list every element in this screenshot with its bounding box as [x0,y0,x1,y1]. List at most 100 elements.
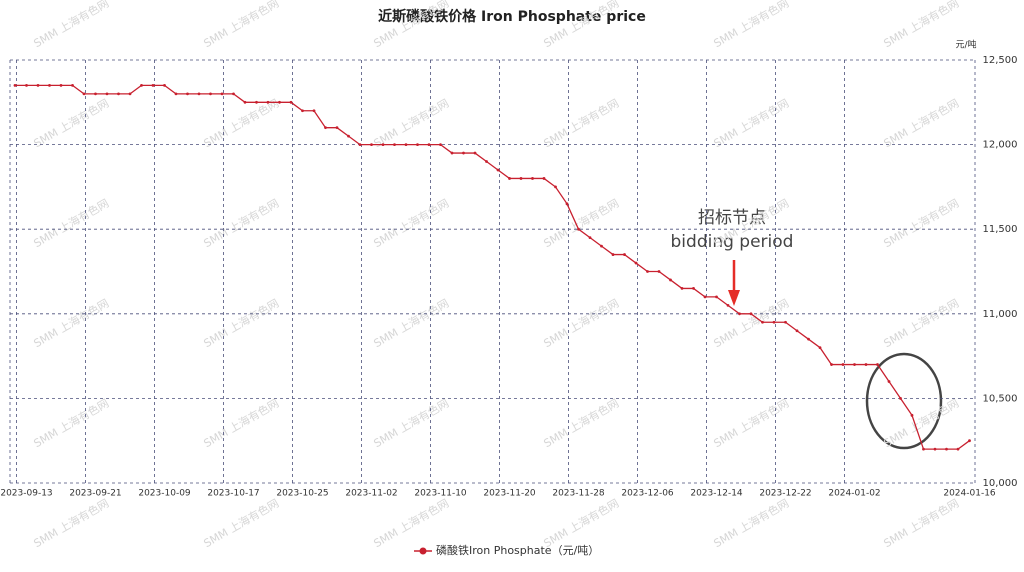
point [887,380,891,383]
point [450,151,454,155]
annotation: 招标节点 [698,208,766,228]
x-tick-label: 2023-11-28 [552,489,605,499]
point [232,92,235,96]
watermark: SMM 上海有色网 [371,496,451,550]
y-tick-label: 12,000 [983,140,1018,151]
y-tick-label: 10,000 [983,478,1018,489]
y-tick-label: 10,500 [983,393,1018,404]
point [439,143,442,147]
x-tick-label: 2023-09-21 [69,489,121,499]
point [220,92,224,96]
watermark: SMM 上海有色网 [201,96,281,150]
highlight-circle [865,352,943,450]
watermark: SMM 上海有色网 [31,96,111,150]
x-tick-label: 2024-01-02 [828,489,880,499]
point [565,202,569,206]
point [358,143,362,147]
point [864,363,868,366]
point [956,447,960,451]
watermark: SMM 上海有色网 [31,396,111,450]
watermark: SMM 上海有色网 [881,496,961,550]
x-tick-label: 2023-11-02 [345,489,397,499]
point [416,143,419,147]
point [197,92,201,96]
point [542,177,546,180]
x-tick-label: 2023-09-13 [0,489,52,499]
y-tick-label: 12,500 [983,55,1018,66]
point [163,83,166,87]
x-tick-label: 2023-11-10 [414,489,467,499]
point [634,261,638,265]
point [473,151,477,155]
point [519,177,523,180]
point [795,329,799,333]
watermark: SMM 上海有色网 [541,0,621,50]
legend-label: 磷酸铁Iron Phosphate（元/吨） [436,543,599,557]
point [140,83,143,87]
point [117,92,120,96]
x-tick-label: 2023-10-09 [138,489,191,499]
point [761,320,764,324]
point [669,278,672,282]
point [174,92,178,96]
watermark: SMM 上海有色网 [201,296,281,350]
watermark: SMM 上海有色网 [711,296,791,350]
watermark: SMM 上海有色网 [541,496,621,550]
point [588,236,592,240]
watermark: SMM 上海有色网 [541,296,621,350]
point [692,287,695,290]
series-line [15,84,970,450]
watermark: SMM 上海有色网 [371,96,451,150]
watermark: SMM 上海有色网 [711,396,791,450]
watermark: SMM 上海有色网 [881,296,961,350]
annotation: bidding period [671,232,794,252]
watermark: SMM 上海有色网 [881,96,961,150]
point [59,83,63,87]
watermark: SMM 上海有色网 [371,0,451,50]
point [13,83,17,87]
x-tick-label: 2023-12-06 [621,489,674,499]
point [910,413,914,417]
point [278,100,281,104]
point [312,109,316,113]
x-tick-label: 2023-11-20 [483,489,536,499]
y-tick-label: 11,500 [983,224,1018,235]
point [496,168,500,172]
point [209,92,212,96]
watermark: SMM 上海有色网 [201,0,281,50]
point [853,363,856,366]
point [485,160,488,163]
point [266,100,270,104]
point [508,177,511,180]
point [703,295,707,299]
watermark: SMM 上海有色网 [201,496,281,550]
chart-title: 近斯磷酸铁价格 Iron Phosphate price [378,8,646,25]
point [25,83,28,87]
point [71,83,74,87]
point [657,270,661,273]
point [105,92,109,96]
watermark: SMM 上海有色网 [31,0,111,50]
point [186,92,189,96]
point [968,439,971,443]
x-tick-label: 2024-01-16 [943,489,996,499]
point [876,363,879,366]
watermark: SMM 上海有色网 [881,0,961,50]
watermark: SMM 上海有色网 [371,196,451,250]
point [335,126,339,130]
point [48,83,51,87]
point [404,143,408,147]
point [36,83,40,87]
legend-swatch [419,547,427,555]
point [324,126,327,130]
x-tick-label: 2023-12-22 [759,489,811,499]
point [933,447,937,451]
watermark: SMM 上海有色网 [541,96,621,150]
point [784,320,787,324]
watermark: SMM 上海有色网 [371,396,451,450]
watermark: SMM 上海有色网 [31,496,111,550]
point [680,287,684,290]
point [830,363,833,366]
point [531,177,534,180]
y-tick-label: 11,000 [983,309,1018,320]
